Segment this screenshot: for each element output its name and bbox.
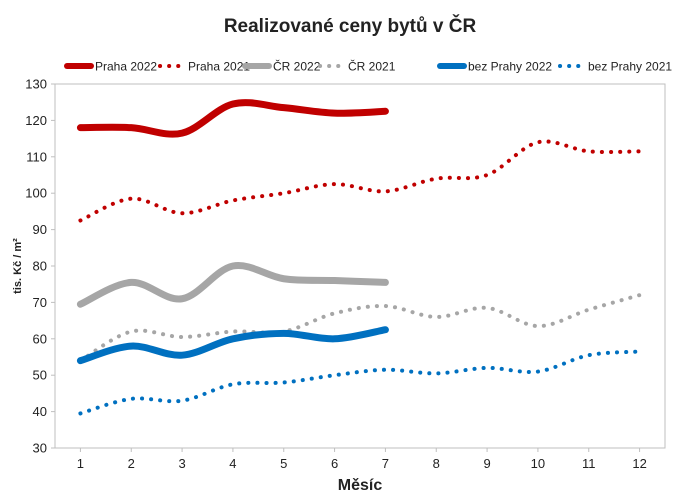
- x-axis-label: Měsíc: [338, 477, 383, 494]
- x-tick-label: 9: [483, 456, 490, 471]
- x-tick-label: 5: [280, 456, 287, 471]
- x-tick-label: 10: [531, 456, 545, 471]
- legend-label-cr-2021: ČR 2021: [348, 59, 396, 74]
- legend-label-praha-2021: Praha 2021: [188, 60, 250, 74]
- x-tick-label: 12: [632, 456, 646, 471]
- plot-frame: [54, 83, 666, 449]
- y-tick-label: 80: [33, 259, 47, 274]
- legend-label-bez-prahy-2021: bez Prahy 2021: [588, 60, 672, 74]
- series-line-cr-2021: [78, 293, 642, 363]
- legend-label-praha-2022: Praha 2022: [95, 60, 157, 74]
- x-tick-label: 7: [382, 456, 389, 471]
- x-tick-label: 1: [77, 456, 84, 471]
- y-tick-label: 40: [33, 404, 47, 419]
- x-axis: 1 2 3 4 5 6 7 8 9 10 11 12: [77, 448, 647, 471]
- series-line-bez-prahy-2021: [78, 349, 642, 416]
- legend: Praha 2022 Praha 2021 ČR 2022 ČR 2021 bez Pr…: [64, 59, 672, 74]
- series-line-cr-2022: [76, 262, 389, 308]
- y-tick-label: 60: [33, 331, 47, 346]
- legend-label-bez-prahy-2022: bez Prahy 2022: [468, 60, 552, 74]
- series-line-bez-prahy-2022: [76, 326, 389, 365]
- y-tick-label: 130: [25, 77, 47, 92]
- legend-label-cr-2022: ČR 2022: [273, 59, 321, 74]
- x-tick-label: 8: [433, 456, 440, 471]
- y-tick-label: 120: [25, 113, 47, 128]
- y-tick-label: 100: [25, 186, 47, 201]
- y-tick-label: 90: [33, 222, 47, 237]
- series-line-praha-2022: [76, 99, 389, 138]
- series-line-praha-2021: [78, 139, 642, 223]
- chart-title: Realizované ceny bytů v ČR: [223, 16, 477, 37]
- x-tick-label: 2: [128, 456, 135, 471]
- x-tick-label: 3: [178, 456, 185, 471]
- y-tick-label: 50: [33, 368, 47, 383]
- series-layer: [76, 99, 642, 416]
- x-tick-label: 4: [229, 456, 236, 471]
- y-tick-label: 30: [33, 441, 47, 456]
- y-axis: 30 40 50 60 70 80 90 100 110 120 130: [25, 77, 55, 456]
- y-axis-label: tis. Kč / m²: [12, 238, 24, 294]
- x-tick-label: 11: [582, 456, 596, 471]
- y-tick-label: 70: [33, 295, 47, 310]
- x-tick-label: 6: [331, 456, 338, 471]
- y-tick-label: 110: [26, 149, 47, 164]
